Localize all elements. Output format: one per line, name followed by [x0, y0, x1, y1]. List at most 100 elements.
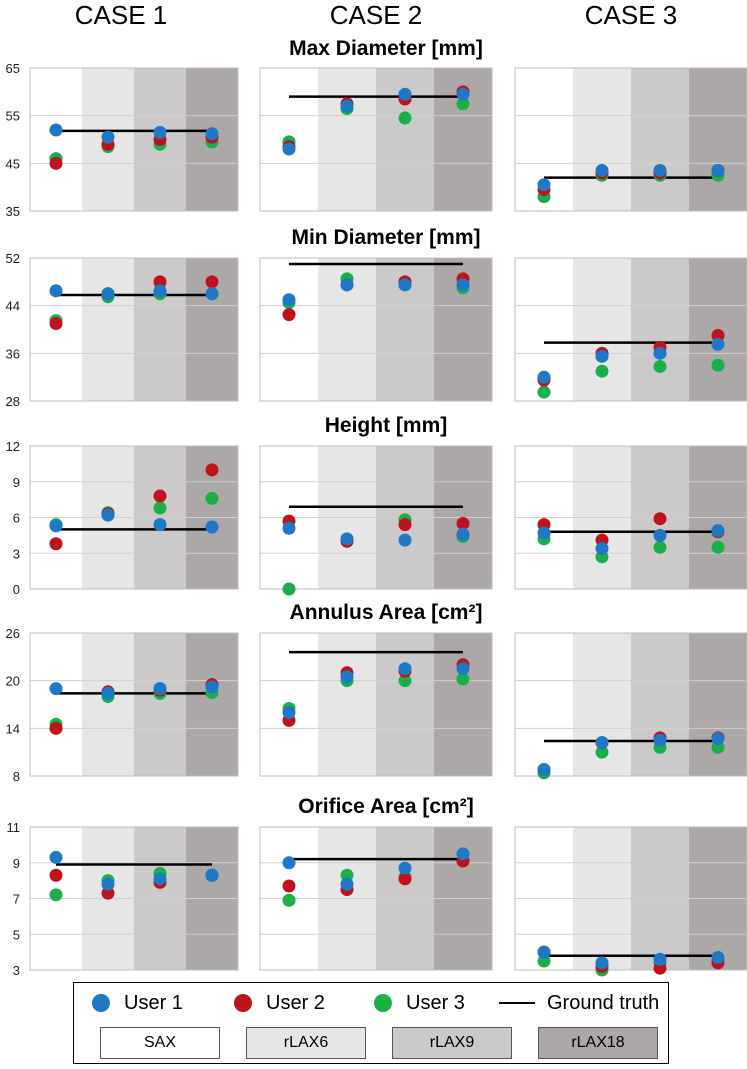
y-tick-label: 44 — [6, 299, 20, 314]
point-user2 — [653, 961, 667, 975]
point-user1 — [653, 346, 667, 360]
point-user1 — [340, 99, 354, 113]
y-tick-label: 14 — [6, 721, 20, 736]
point-user1 — [456, 847, 470, 861]
point-user1 — [282, 521, 296, 535]
case-header-3: CASE 3 — [585, 0, 678, 30]
y-tick-label: 65 — [6, 61, 20, 76]
point-user1 — [205, 287, 219, 301]
y-tick-label: 3 — [13, 546, 20, 561]
user2-marker-icon — [234, 994, 252, 1012]
legend-rlax6-label: rLAX6 — [283, 1034, 329, 1051]
y-tick-label: 3 — [13, 963, 20, 978]
legend-ground-truth-label: Ground truth — [547, 991, 660, 1014]
y-tick-label: 0 — [13, 582, 20, 597]
band-rlax9 — [134, 633, 186, 776]
y-tick-label: 20 — [6, 674, 20, 689]
point-user1 — [153, 872, 167, 886]
point-user1 — [49, 682, 63, 696]
point-user2 — [153, 275, 167, 289]
point-user2 — [398, 872, 412, 886]
point-user2 — [205, 275, 219, 289]
point-user3 — [456, 97, 470, 111]
band-rlax18 — [689, 633, 747, 776]
panel-frame — [514, 445, 747, 590]
legend-sax-label: SAX — [143, 1034, 176, 1051]
case-header-2: CASE 2 — [330, 0, 423, 30]
band-rlax18 — [689, 68, 747, 211]
point-user3 — [282, 893, 296, 907]
metric-title-5: Orifice Area [cm²] — [298, 795, 473, 818]
point-user1 — [153, 284, 167, 298]
point-user1 — [711, 163, 725, 177]
legend-user3: User 3 — [374, 987, 465, 1019]
band-sax — [515, 633, 573, 776]
y-tick-label: 6 — [13, 511, 20, 526]
point-user3 — [711, 358, 725, 372]
legend-sax-box: SAX — [100, 1027, 220, 1059]
point-user3 — [340, 868, 354, 882]
user3-marker-icon — [374, 994, 392, 1012]
panel-frame — [514, 257, 747, 402]
point-user3 — [153, 501, 167, 515]
panel-frame — [29, 257, 239, 402]
point-user1 — [711, 950, 725, 964]
point-user2 — [101, 886, 115, 900]
point-user1 — [595, 349, 609, 363]
case-header-1: CASE 1 — [75, 0, 168, 30]
point-user2 — [49, 317, 63, 331]
point-user2 — [153, 489, 167, 503]
point-user1 — [205, 868, 219, 882]
legend-rlax9-box: rLAX9 — [392, 1027, 512, 1059]
point-user3 — [537, 385, 551, 399]
band-rlax6 — [318, 68, 376, 211]
point-user1 — [340, 670, 354, 684]
panel-frame — [514, 67, 747, 212]
point-user1 — [711, 524, 725, 538]
point-user1 — [537, 370, 551, 384]
point-user3 — [653, 540, 667, 554]
point-user1 — [537, 945, 551, 959]
panel-frame — [259, 445, 493, 590]
y-tick-label: 35 — [6, 204, 20, 219]
point-user1 — [49, 284, 63, 298]
point-user1 — [711, 732, 725, 746]
point-user1 — [653, 528, 667, 542]
y-tick-label: 9 — [13, 475, 20, 490]
y-tick-label: 11 — [7, 820, 21, 835]
point-user2 — [205, 463, 219, 477]
user1-marker-icon — [92, 994, 110, 1012]
point-user1 — [456, 278, 470, 292]
y-tick-label: 28 — [6, 394, 20, 409]
point-user1 — [49, 519, 63, 533]
point-user2 — [711, 328, 725, 342]
band-rlax9 — [376, 633, 434, 776]
point-user1 — [537, 526, 551, 540]
band-rlax18 — [434, 633, 492, 776]
band-rlax6 — [82, 633, 134, 776]
point-user2 — [49, 721, 63, 735]
point-user1 — [340, 278, 354, 292]
point-user2 — [49, 537, 63, 551]
point-user3 — [595, 364, 609, 378]
y-tick-label: 26 — [6, 626, 20, 641]
metric-title-4: Annulus Area [cm²] — [290, 601, 483, 624]
point-user2 — [398, 518, 412, 532]
point-user2 — [653, 512, 667, 526]
metric-title-3: Height [mm] — [325, 414, 448, 437]
y-tick-label: 55 — [6, 109, 20, 124]
point-user3 — [398, 674, 412, 688]
y-tick-label: 45 — [6, 156, 20, 171]
band-rlax18 — [186, 633, 238, 776]
point-user1 — [101, 287, 115, 301]
point-user1 — [456, 527, 470, 541]
point-user2 — [456, 516, 470, 530]
point-user1 — [282, 293, 296, 307]
point-user1 — [595, 163, 609, 177]
panel-frame — [259, 826, 493, 971]
point-user1 — [205, 127, 219, 141]
legend-user3-label: User 3 — [406, 991, 465, 1014]
point-user1 — [398, 87, 412, 101]
point-user1 — [398, 861, 412, 875]
